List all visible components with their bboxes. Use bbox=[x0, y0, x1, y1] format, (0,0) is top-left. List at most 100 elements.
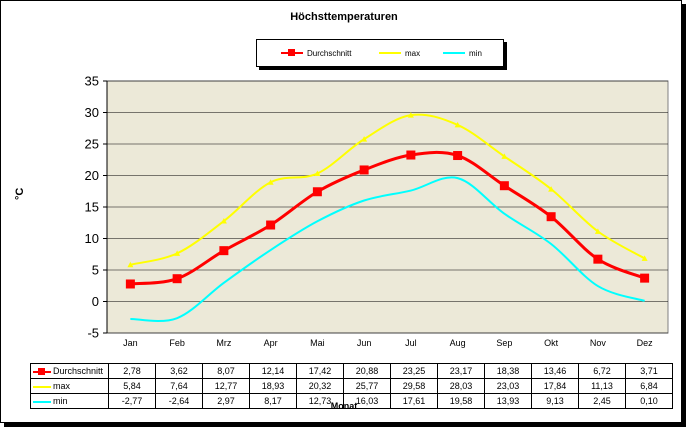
table-series-key bbox=[33, 367, 51, 375]
data-point-max bbox=[594, 228, 601, 234]
table-spacer-cell bbox=[250, 349, 297, 364]
data-point-max bbox=[641, 255, 648, 261]
table-cell: 3,71 bbox=[625, 363, 673, 379]
table-cell: 29,58 bbox=[390, 378, 438, 394]
x-tick-label: Nov bbox=[590, 338, 607, 348]
chart-title: Höchsttemperaturen bbox=[290, 11, 398, 23]
table-spacer-cell bbox=[485, 349, 532, 364]
table-spacer-cell bbox=[438, 349, 485, 364]
table-cell: 18,38 bbox=[484, 363, 532, 379]
table-cell: -2,77 bbox=[108, 393, 156, 409]
table-cell: 13,93 bbox=[484, 393, 532, 409]
data-point-durchschnitt bbox=[312, 187, 322, 197]
table-cell: 6,72 bbox=[578, 363, 626, 379]
x-tick-label: Mai bbox=[310, 338, 325, 348]
y-tick-label: 25 bbox=[85, 137, 99, 152]
y-tick-labels: 35 30 25 20 15 10 5 0 -5 bbox=[85, 74, 99, 341]
data-point-durchschnitt bbox=[125, 279, 135, 289]
data-point-max bbox=[220, 218, 227, 224]
legend-label-min: min bbox=[469, 48, 482, 58]
y-tick-label: 5 bbox=[92, 263, 99, 278]
table-cell: 2,78 bbox=[108, 363, 156, 379]
data-point-durchschnitt bbox=[453, 151, 463, 161]
y-axis-label: °C bbox=[14, 187, 26, 200]
table-corner bbox=[31, 349, 109, 364]
table-cell: 17,61 bbox=[390, 393, 438, 409]
data-point-durchschnitt bbox=[219, 246, 229, 256]
x-tick-label: Aug bbox=[450, 338, 466, 348]
table-series-name: min bbox=[30, 393, 109, 409]
data-point-max bbox=[454, 121, 461, 128]
data-point-max bbox=[548, 186, 555, 192]
table-cell: -2,64 bbox=[155, 393, 203, 409]
legend-label-max: max bbox=[405, 48, 421, 58]
y-tick-label: -5 bbox=[87, 326, 99, 341]
y-tick-label: 35 bbox=[85, 74, 99, 89]
table-row: Durchschnitt 2,78 3,62 8,07 12,14 17,42 20,88 2… bbox=[30, 363, 673, 379]
table-cell: 18,93 bbox=[249, 378, 297, 394]
table-spacer-cell bbox=[297, 349, 344, 364]
table-spacer-cell bbox=[391, 349, 438, 364]
table-row: min -2,77 -2,64 2,97 8,17 12,73 16,03 17,61 19,5… bbox=[30, 393, 673, 409]
table-cell: 25,77 bbox=[343, 378, 391, 394]
table-cell: 5,84 bbox=[108, 378, 156, 394]
table-cell: 17,84 bbox=[531, 378, 579, 394]
table-series-key bbox=[33, 400, 51, 403]
x-axis-label: Monat bbox=[330, 401, 358, 411]
legend-key-min bbox=[443, 52, 465, 54]
data-point-durchschnitt bbox=[499, 181, 509, 191]
legend-item-min: min bbox=[443, 40, 482, 66]
table-spacer-cell bbox=[203, 349, 250, 364]
table-cell: 23,03 bbox=[484, 378, 532, 394]
data-table: Durchschnitt 2,78 3,62 8,07 12,14 17,42 20,88 2… bbox=[30, 349, 673, 409]
table-spacer-cell bbox=[579, 349, 626, 364]
x-tick-label: Okt bbox=[544, 338, 559, 348]
table-series-name: Durchschnitt bbox=[30, 363, 109, 379]
data-point-durchschnitt bbox=[359, 165, 369, 175]
table-cell: 8,07 bbox=[202, 363, 250, 379]
table-cell: 13,46 bbox=[531, 363, 579, 379]
x-tick-label: Dez bbox=[637, 338, 654, 348]
table-series-name: max bbox=[30, 378, 109, 394]
y-tick-label: 10 bbox=[85, 231, 99, 246]
y-tick-label: 0 bbox=[92, 294, 99, 309]
x-tick-label: Apr bbox=[264, 338, 278, 348]
y-tick-label: 30 bbox=[85, 105, 99, 120]
series-line-min bbox=[130, 176, 645, 323]
table-cell: 11,13 bbox=[578, 378, 626, 394]
table-spacer-cell bbox=[626, 349, 673, 364]
data-point-durchschnitt bbox=[266, 220, 276, 230]
x-tick-label: Jan bbox=[123, 338, 138, 348]
x-tick-label: Jun bbox=[357, 338, 372, 348]
table-header-row bbox=[31, 349, 673, 364]
table-series-label: min bbox=[53, 396, 68, 406]
legend-key-durchschnitt bbox=[281, 49, 303, 56]
data-point-max bbox=[267, 179, 274, 185]
data-point-max bbox=[407, 112, 414, 118]
legend-key-max bbox=[379, 52, 401, 54]
data-point-durchschnitt bbox=[406, 150, 416, 160]
data-point-durchschnitt bbox=[640, 273, 650, 283]
table-cell: 7,64 bbox=[155, 378, 203, 394]
table-cell: 23,25 bbox=[390, 363, 438, 379]
table-cell: 12,14 bbox=[249, 363, 297, 379]
legend: Durchschnitt max min bbox=[256, 39, 504, 67]
x-tick-labels: Jan Feb Mrz Apr Mai Jun Jul Aug Sep Okt Nov Dez bbox=[123, 338, 653, 348]
legend-item-durchschnitt: Durchschnitt bbox=[281, 40, 351, 66]
table-series-label: max bbox=[53, 381, 71, 391]
table-cell: 0,10 bbox=[625, 393, 673, 409]
data-point-max bbox=[314, 170, 321, 176]
data-point-max bbox=[174, 250, 181, 256]
x-tick-label: Mrz bbox=[216, 338, 231, 348]
y-tick-label: 15 bbox=[85, 200, 99, 215]
table-cell: 23,17 bbox=[437, 363, 485, 379]
data-point-durchschnitt bbox=[593, 254, 603, 264]
table-cell: 20,88 bbox=[343, 363, 391, 379]
table-spacer-cell bbox=[156, 349, 203, 364]
table-cell: 20,32 bbox=[296, 378, 344, 394]
data-point-max bbox=[361, 136, 368, 142]
table-row: max 5,84 7,64 12,77 18,93 20,32 25,77 29,58 28,0… bbox=[30, 378, 673, 394]
table-cell: 28,03 bbox=[437, 378, 485, 394]
table-series-key bbox=[33, 385, 51, 388]
